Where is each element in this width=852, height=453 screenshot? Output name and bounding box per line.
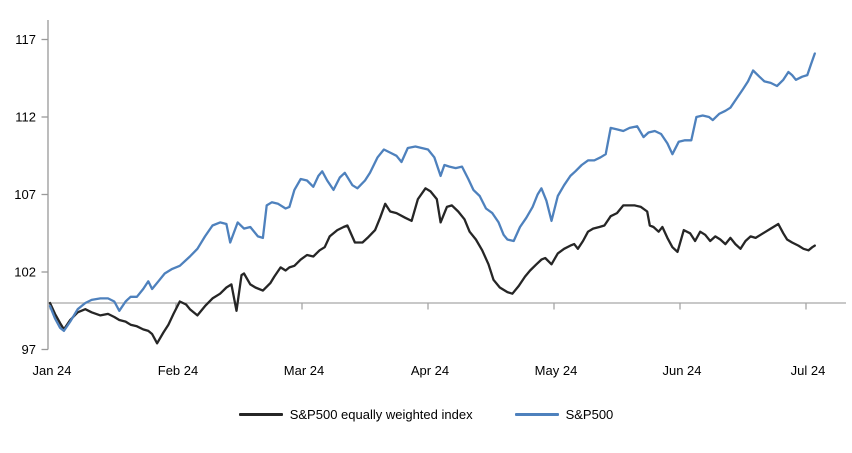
legend-item-eqw: S&P500 equally weighted index <box>238 407 473 422</box>
chart-legend: S&P500 equally weighted index S&P500 <box>0 408 852 421</box>
y-tick-label: 97 <box>22 342 36 357</box>
y-tick-label: 102 <box>14 265 36 280</box>
x-tick-label: Apr 24 <box>411 363 449 378</box>
chart-area: 97 102 107 112 117 Jan 24 Feb 24 Mar 24 Apr 24 Ma… <box>14 20 846 378</box>
line-chart-canvas: 97 102 107 112 117 Jan 24 Feb 24 Mar 24 Apr 24 Ma… <box>14 20 846 378</box>
spx-line-swatch <box>514 413 559 416</box>
x-tick-label: Mar 24 <box>284 363 324 378</box>
x-tick-label: May 24 <box>535 363 578 378</box>
x-tick-label: Jul 24 <box>791 363 826 378</box>
series-eqw-line <box>48 187 816 345</box>
x-tick-label: Jun 24 <box>662 363 701 378</box>
series-spx-line <box>48 52 816 333</box>
legend-item-spx: S&P500 <box>514 407 614 422</box>
y-tick-label: 112 <box>15 110 36 125</box>
x-tick-label: Feb 24 <box>158 363 198 378</box>
y-tick-label: 117 <box>15 32 36 47</box>
eqw-line-swatch <box>238 413 283 416</box>
x-tick-label: Jan 24 <box>32 363 71 378</box>
eqw-legend-label: S&P500 equally weighted index <box>289 407 473 422</box>
y-tick-label: 107 <box>14 187 36 202</box>
spx-legend-label: S&P500 <box>565 407 614 422</box>
